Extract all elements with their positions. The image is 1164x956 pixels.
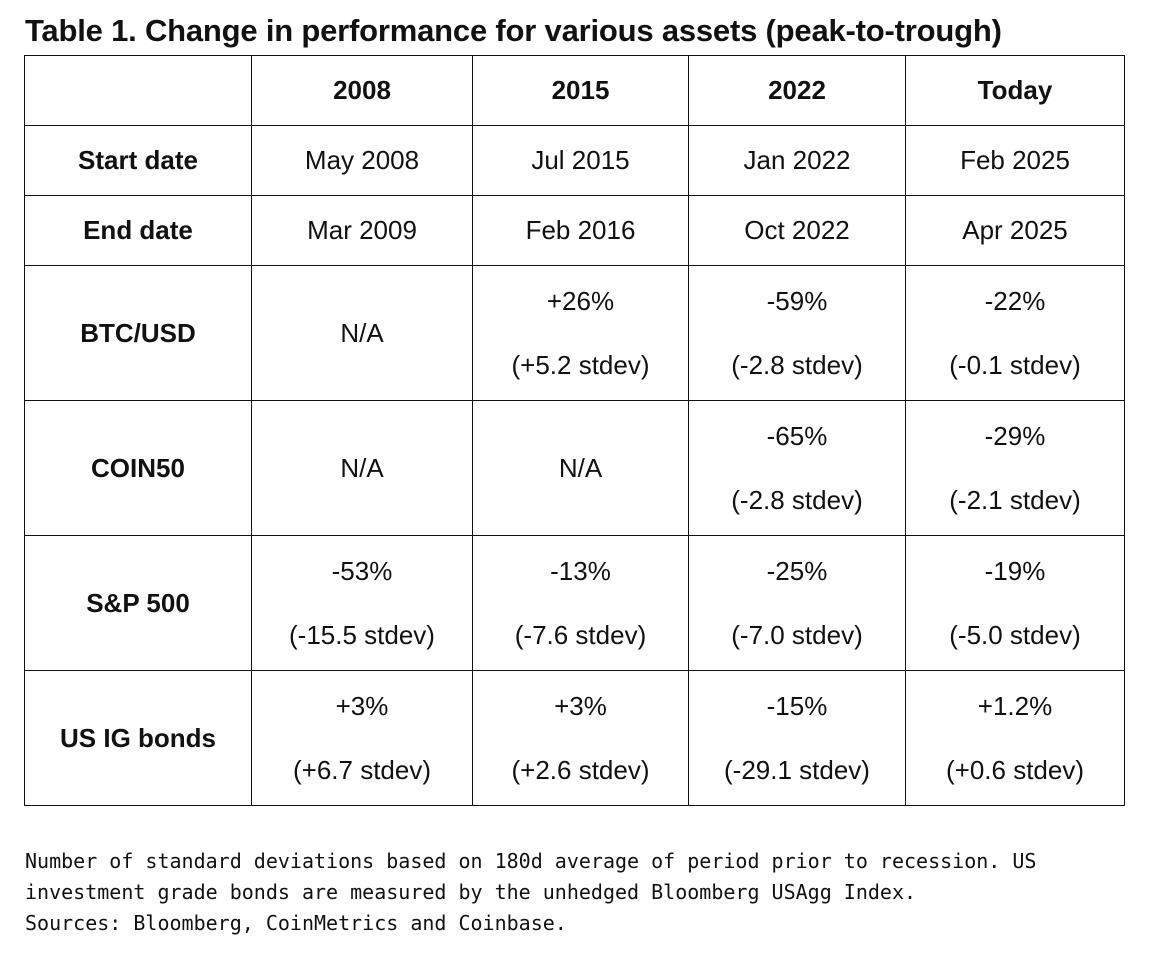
stdev-value: (+0.6 stdev) — [945, 755, 1084, 785]
row-label: BTC/USD — [24, 265, 252, 401]
table-cell: +1.2% (+0.6 stdev) — [905, 670, 1125, 806]
table-cell: Feb 2016 — [472, 195, 689, 266]
percent-change: +26% — [546, 286, 615, 316]
stdev-value: (-7.0 stdev) — [731, 620, 863, 650]
table-cell: -22% (-0.1 stdev) — [905, 265, 1125, 401]
table-cell: Apr 2025 — [905, 195, 1125, 266]
performance-table: 2008 2015 2022 Today Start date May 2008… — [24, 55, 1125, 806]
row-label: US IG bonds — [24, 670, 252, 806]
table-cell: Mar 2009 — [251, 195, 473, 266]
percent-change: -29% — [984, 421, 1046, 451]
table-cell: -53% (-15.5 stdev) — [251, 535, 473, 671]
table-cell: May 2008 — [251, 125, 473, 196]
table-cell: -13% (-7.6 stdev) — [472, 535, 689, 671]
footnote: Number of standard deviations based on 1… — [25, 846, 1125, 939]
table-row-sp500: S&P 500 -53% (-15.5 stdev) -13% (-7.6 stde… — [24, 535, 1125, 671]
table-cell: Oct 2022 — [688, 195, 906, 266]
percent-change: -53% — [331, 556, 393, 586]
table-cell: -15% (-29.1 stdev) — [688, 670, 906, 806]
table-cell: Jul 2015 — [472, 125, 689, 196]
column-header-today: Today — [905, 55, 1125, 126]
stdev-value: (-2.1 stdev) — [949, 485, 1081, 515]
table-cell: +26% (+5.2 stdev) — [472, 265, 689, 401]
stdev-value: (-15.5 stdev) — [289, 620, 435, 650]
table-cell: -19% (-5.0 stdev) — [905, 535, 1125, 671]
percent-change: -22% — [984, 286, 1046, 316]
percent-change: +1.2% — [977, 691, 1053, 721]
column-header-empty — [24, 55, 252, 126]
percent-change: -59% — [766, 286, 828, 316]
table-row-end-date: End date Mar 2009 Feb 2016 Oct 2022 Apr … — [24, 195, 1125, 266]
table-cell: -65% (-2.8 stdev) — [688, 400, 906, 536]
percent-change: +3% — [554, 691, 607, 721]
table-cell: +3% (+6.7 stdev) — [251, 670, 473, 806]
column-header-2008: 2008 — [251, 55, 473, 126]
table-cell: N/A — [472, 400, 689, 536]
table-row-coin50: COIN50 N/A N/A -65% (-2.8 stdev) -29% (-2.… — [24, 400, 1125, 536]
column-header-2015: 2015 — [472, 55, 689, 126]
row-label: Start date — [24, 125, 252, 196]
stdev-value: (-0.1 stdev) — [949, 350, 1081, 380]
table-cell: -59% (-2.8 stdev) — [688, 265, 906, 401]
table-title: Table 1. Change in performance for vario… — [25, 13, 1002, 48]
stdev-value: (+2.6 stdev) — [511, 755, 650, 785]
stdev-value: (-5.0 stdev) — [949, 620, 1081, 650]
footnote-line: Number of standard deviations based on 1… — [25, 849, 1037, 873]
table-cell: Feb 2025 — [905, 125, 1125, 196]
percent-change: -13% — [550, 556, 611, 586]
column-header-2022: 2022 — [688, 55, 906, 126]
percent-change: +3% — [335, 691, 389, 721]
stdev-value: (+5.2 stdev) — [511, 350, 650, 380]
table-cell: N/A — [251, 400, 473, 536]
table-cell: -25% (-7.0 stdev) — [688, 535, 906, 671]
row-label: End date — [24, 195, 252, 266]
stdev-value: (-29.1 stdev) — [724, 755, 870, 785]
header-row: 2008 2015 2022 Today — [24, 55, 1125, 126]
footnote-line: Sources: Bloomberg, CoinMetrics and Coin… — [25, 911, 567, 935]
table-cell: -29% (-2.1 stdev) — [905, 400, 1125, 536]
table-cell: +3% (+2.6 stdev) — [472, 670, 689, 806]
footnote-line: investment grade bonds are measured by t… — [25, 880, 917, 904]
stdev-value: (-7.6 stdev) — [514, 620, 647, 650]
table-cell: N/A — [251, 265, 473, 401]
stdev-value: (-2.8 stdev) — [731, 485, 863, 515]
row-label: COIN50 — [24, 400, 252, 536]
table-row-btc-usd: BTC/USD N/A +26% (+5.2 stdev) -59% (-2.8 s… — [24, 265, 1125, 401]
percent-change: -65% — [766, 421, 828, 451]
table-cell: Jan 2022 — [688, 125, 906, 196]
percent-change: -25% — [766, 556, 828, 586]
row-label: S&P 500 — [24, 535, 252, 671]
stdev-value: (-2.8 stdev) — [731, 350, 863, 380]
table-row-us-ig-bonds: US IG bonds +3% (+6.7 stdev) +3% (+2.6 std… — [24, 670, 1125, 806]
stdev-value: (+6.7 stdev) — [292, 755, 431, 785]
percent-change: -15% — [766, 691, 828, 721]
percent-change: -19% — [984, 556, 1046, 586]
table-row-start-date: Start date May 2008 Jul 2015 Jan 2022 Fe… — [24, 125, 1125, 196]
